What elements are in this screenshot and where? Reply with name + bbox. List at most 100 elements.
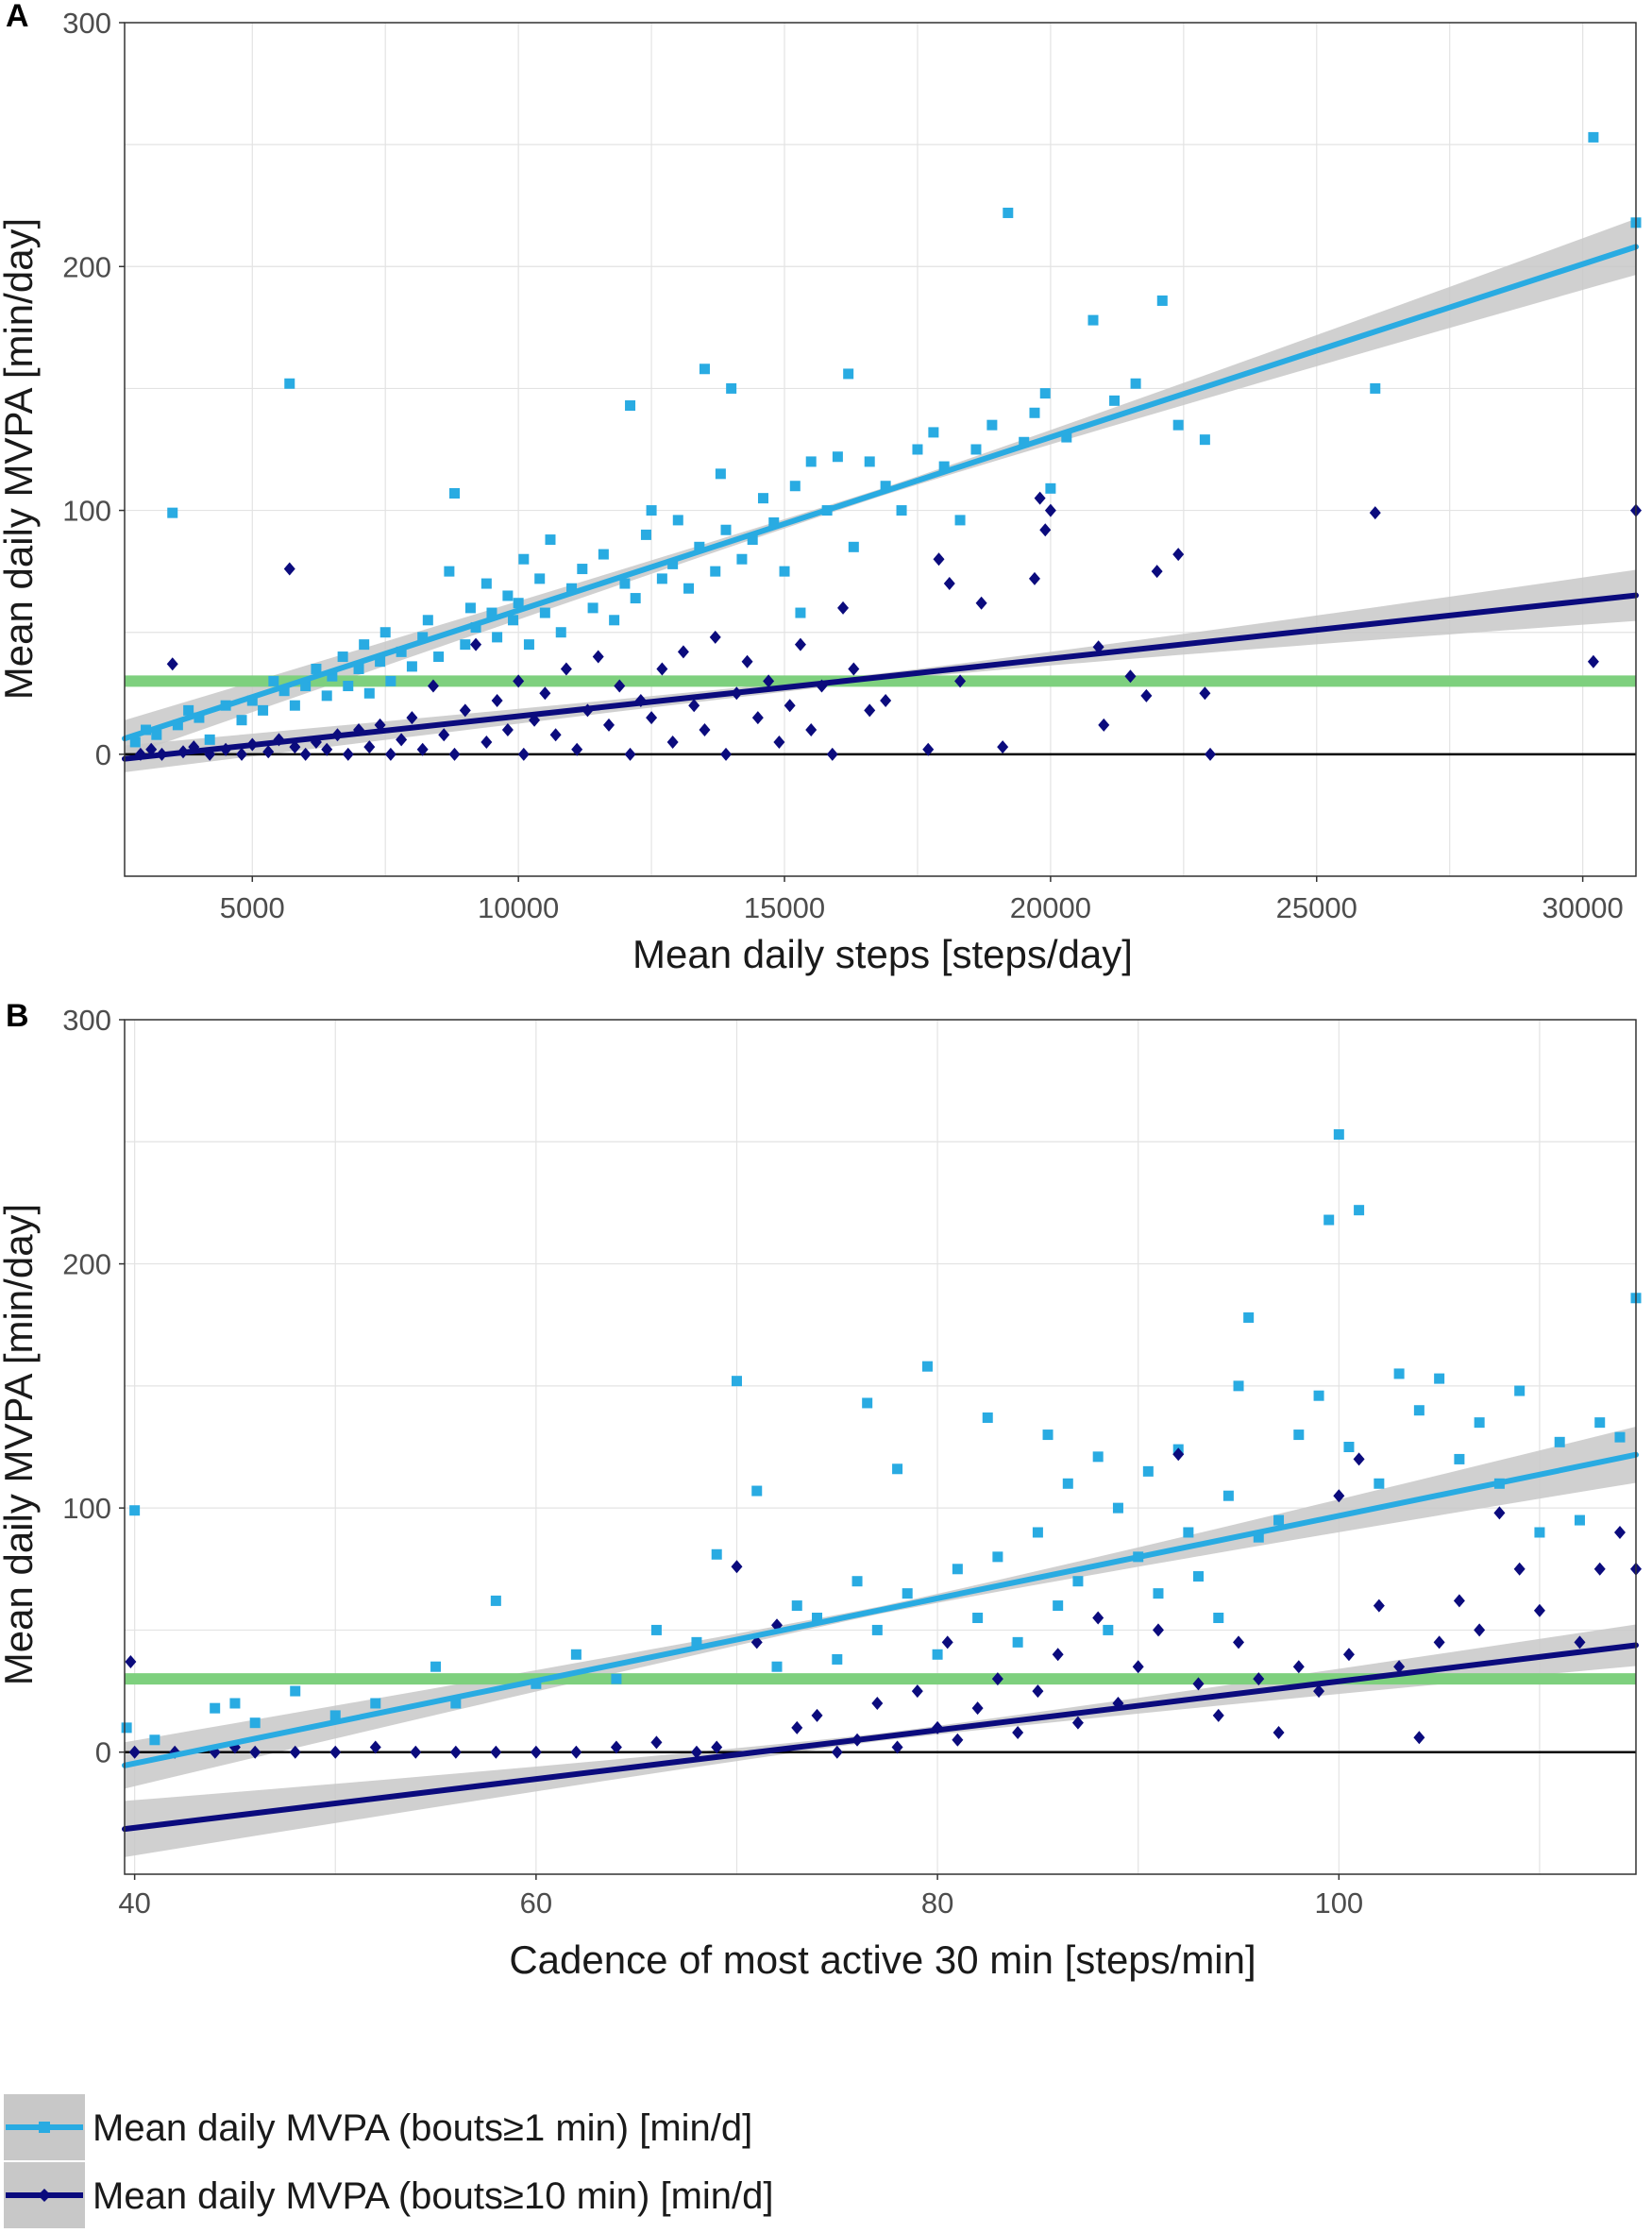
panel-a-points	[129, 131, 1642, 761]
panel-b-point-s1	[952, 1564, 963, 1575]
panel-a-point-s2	[688, 699, 700, 713]
legend-key-marker-1	[39, 2122, 50, 2133]
panel-a-point-s1	[246, 695, 258, 706]
panel-a-point-s1	[768, 516, 780, 528]
panel-a-point-s2	[837, 601, 850, 615]
panel-a-point-s1	[1172, 419, 1184, 431]
panel-b-point-s1	[1313, 1390, 1324, 1401]
panel-a-point-s2	[416, 742, 429, 756]
panel-a-point-s1	[667, 558, 679, 569]
panel-a-point-s2	[1199, 686, 1211, 701]
panel-b-point-s1	[1112, 1502, 1123, 1514]
panel-b-plot-border	[124, 1019, 1637, 1875]
panel-a-point-s1	[449, 487, 461, 499]
panel-b-point-s2	[1212, 1708, 1224, 1722]
panel-b-point-s1	[329, 1710, 341, 1721]
panel-a-point-s1	[1045, 482, 1056, 494]
panel-a-point-s1	[848, 541, 859, 552]
panel-a-point-s1	[587, 602, 598, 614]
panel-b-y-tick-label: 300	[62, 1004, 111, 1037]
panel-b-point-s2	[1333, 1489, 1345, 1503]
panel-b-point-s1	[1273, 1514, 1285, 1526]
panel-b-point-s1	[290, 1685, 301, 1697]
panel-a-point-s1	[1087, 314, 1099, 326]
panel-b-point-s2	[369, 1740, 381, 1754]
panel-a-point-s1	[1370, 382, 1381, 394]
panel-b-point-s2	[249, 1745, 261, 1759]
panel-b-point-s2	[1012, 1726, 1024, 1740]
panel-b-point-s1	[1514, 1385, 1526, 1396]
legend-item-2: Mean daily MVPA (bouts≥10 min) [min/d]	[4, 2162, 774, 2228]
panel-a-point-s2	[1098, 718, 1110, 732]
panel-a-point-s1	[353, 663, 364, 674]
panel-b-point-s1	[229, 1698, 241, 1709]
panel-a-point-s1	[672, 515, 683, 526]
panel-b-point-s2	[831, 1745, 843, 1759]
legend: Mean daily MVPA (bouts≥1 min) [min/d] Me…	[4, 2094, 774, 2228]
panel-b-point-s2	[791, 1720, 803, 1734]
panel-a-point-s2	[954, 674, 967, 688]
panel-b-point-s1	[1374, 1478, 1385, 1489]
panel-a-point-s1	[337, 651, 348, 663]
panel-a-point-s1	[880, 481, 891, 492]
panel-a-point-s1	[864, 456, 875, 467]
panel-a-point-s1	[480, 578, 492, 589]
panel-a: A 5000 10000 15000 20000 25000 30000 0 100 200 30…	[0, 0, 1642, 976]
panel-b-point-s2	[1313, 1684, 1325, 1699]
panel-a-letter: A	[6, 0, 29, 34]
legend-key-marker-2	[38, 2189, 51, 2202]
panel-a-point-s1	[757, 493, 768, 504]
panel-b-point-s2	[1574, 1635, 1586, 1649]
panel-a-point-s2	[513, 674, 525, 688]
panel-a-y-tick-label: 300	[62, 7, 111, 40]
panel-a-point-s1	[311, 663, 322, 674]
panel-a-point-s2	[1124, 669, 1137, 684]
panel-a-point-s2	[384, 747, 396, 761]
panel-a-point-s2	[501, 723, 514, 737]
panel-b-point-s1	[149, 1734, 160, 1746]
panel-a-x-tick-label: 15000	[744, 891, 825, 924]
panel-b-point-s2	[530, 1745, 542, 1759]
panel-a-point-s2	[592, 650, 604, 664]
panel-a-point-s1	[694, 541, 705, 552]
panel-a-point-s1	[545, 534, 556, 546]
panel-b-point-s2	[690, 1745, 702, 1759]
panel-b-point-s1	[370, 1698, 381, 1709]
panel-a-point-s2	[549, 728, 562, 742]
panel-b-point-s1	[771, 1661, 783, 1672]
panel-b-frame	[124, 1019, 1637, 1875]
panel-a-ticks: 5000 10000 15000 20000 25000 30000 0 100 200 300	[62, 7, 1623, 924]
panel-b-point-s1	[1032, 1527, 1043, 1538]
panel-a-point-s1	[486, 607, 497, 618]
panel-a-point-s1	[699, 364, 710, 375]
panel-b-point-s1	[731, 1376, 742, 1387]
panel-a-point-s2	[262, 745, 275, 759]
panel-b-point-s1	[1343, 1442, 1355, 1452]
panel-a-point-s1	[609, 615, 620, 626]
panel-a-point-s1	[986, 419, 998, 431]
panel-a-point-s2	[1028, 571, 1040, 585]
panel-b-point-s1	[1594, 1417, 1606, 1429]
panel-b-point-s2	[650, 1735, 663, 1750]
panel-a-point-s1	[566, 583, 578, 594]
panel-b-point-s2	[1493, 1506, 1506, 1520]
panel-b-point-s2	[610, 1740, 622, 1754]
panel-b-point-s1	[1192, 1571, 1204, 1582]
panel-b-point-s1	[992, 1551, 1003, 1563]
panel-a-point-s2	[448, 747, 461, 761]
panel-a-point-s2	[166, 657, 178, 671]
panel-a-band-2	[125, 569, 1636, 772]
panel-a-point-s1	[747, 534, 758, 546]
panel-b-point-s1	[1323, 1214, 1335, 1226]
panel-a-point-s2	[406, 711, 418, 725]
panel-b-point-s2	[971, 1701, 984, 1716]
panel-a-frame	[124, 22, 1637, 877]
panel-b-point-s1	[921, 1361, 933, 1372]
panel-a-point-s2	[1205, 747, 1217, 761]
panel-a-point-s2	[539, 686, 551, 701]
panel-b-point-s2	[952, 1733, 964, 1747]
panel-b-point-s1	[210, 1702, 221, 1714]
panel-b-point-s1	[932, 1649, 943, 1660]
panel-b-y-tick-label: 200	[62, 1248, 111, 1281]
